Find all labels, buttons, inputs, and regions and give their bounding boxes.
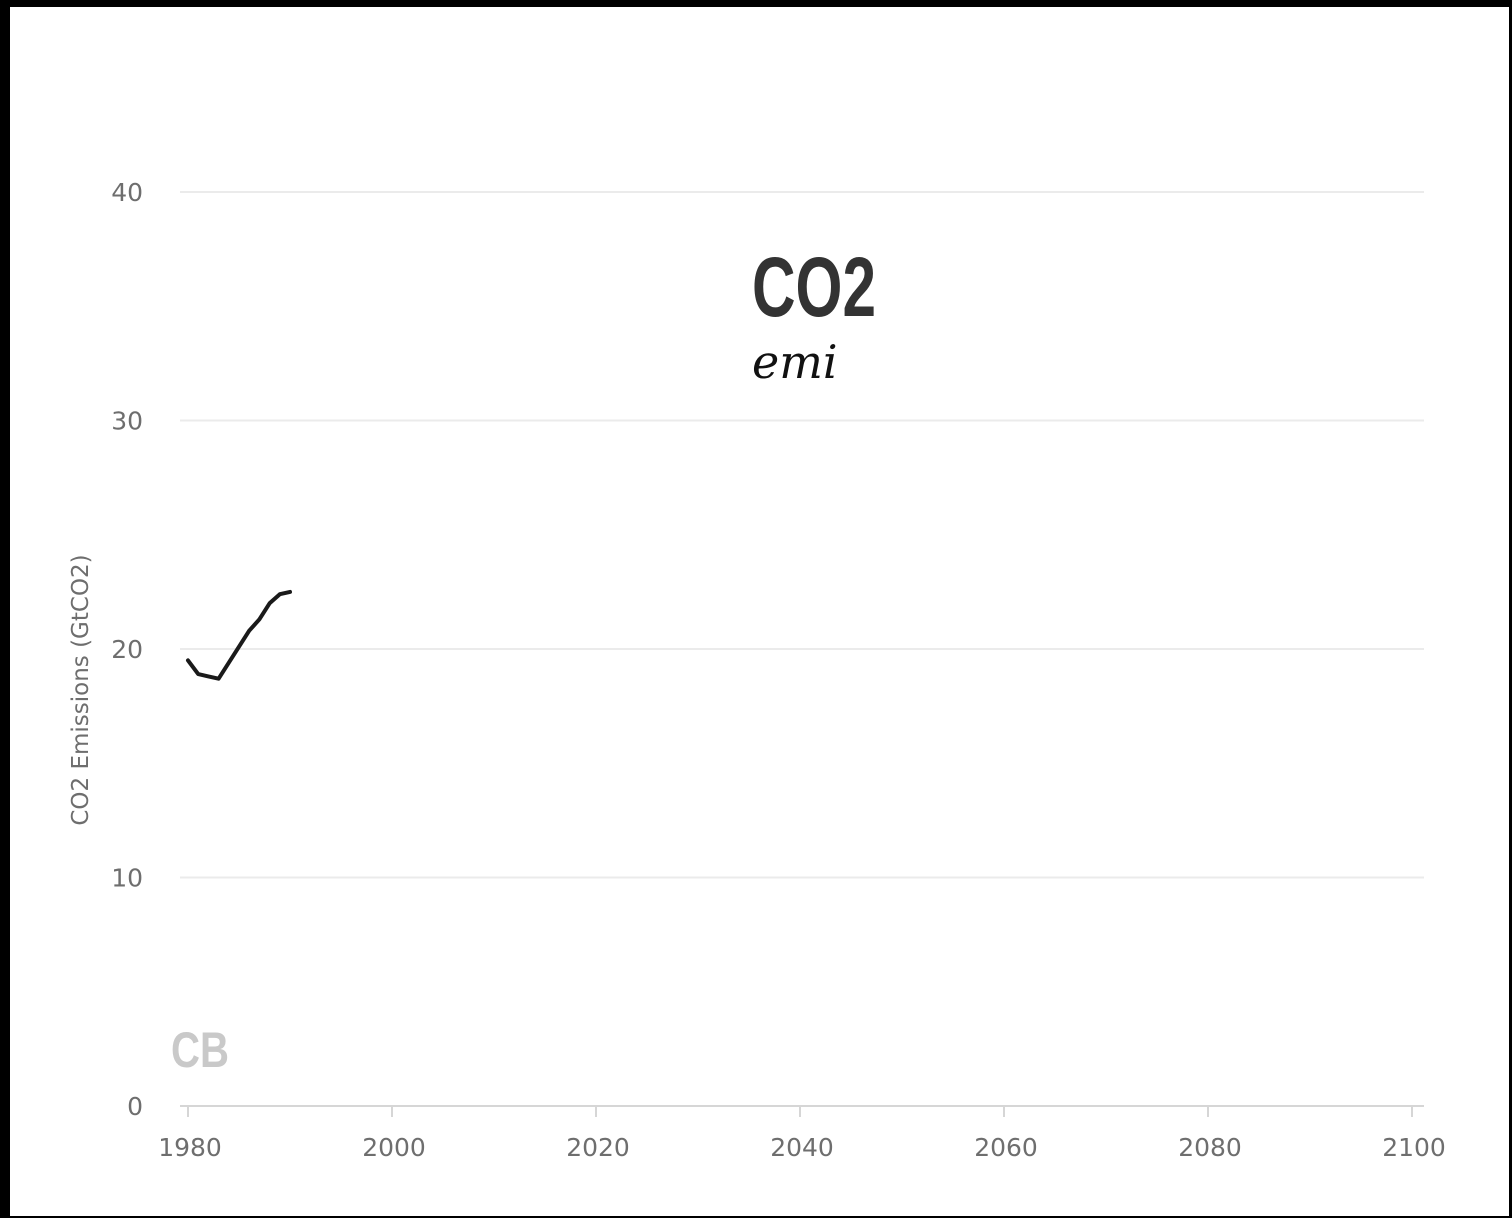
y-tick-label: 20 (111, 635, 143, 664)
x-tick-label: 1980 (158, 1133, 222, 1162)
x-tick-label: 2080 (1178, 1133, 1242, 1162)
x-axis-ticks (187, 1106, 1413, 1117)
x-axis-tick-labels: 1980 2000 2020 2040 2060 2080 2100 (158, 1133, 1446, 1162)
gridlines (180, 191, 1424, 879)
x-tick-label: 2020 (566, 1133, 630, 1162)
y-tick-label: 10 (111, 864, 143, 893)
x-tick-label: 2000 (362, 1133, 426, 1162)
y-tick-label: 0 (127, 1092, 143, 1121)
emissions-series-line (186, 589, 292, 681)
chart-subtitle: emi (752, 335, 838, 389)
x-tick-label: 2040 (770, 1133, 834, 1162)
y-tick-label: 30 (111, 407, 143, 436)
y-axis-label: CO2 Emissions (GtCO2) (68, 554, 94, 825)
series-layer (186, 589, 292, 681)
x-tick-label: 2060 (974, 1133, 1038, 1162)
cb-logo: CB (171, 1022, 229, 1078)
x-tick-label: 2100 (1382, 1133, 1446, 1162)
y-axis-tick-labels: 0 10 20 30 40 (111, 178, 143, 1121)
y-tick-label: 40 (111, 178, 143, 207)
chart-title: CO2 (752, 240, 876, 334)
chart-frame (10, 7, 1509, 1216)
